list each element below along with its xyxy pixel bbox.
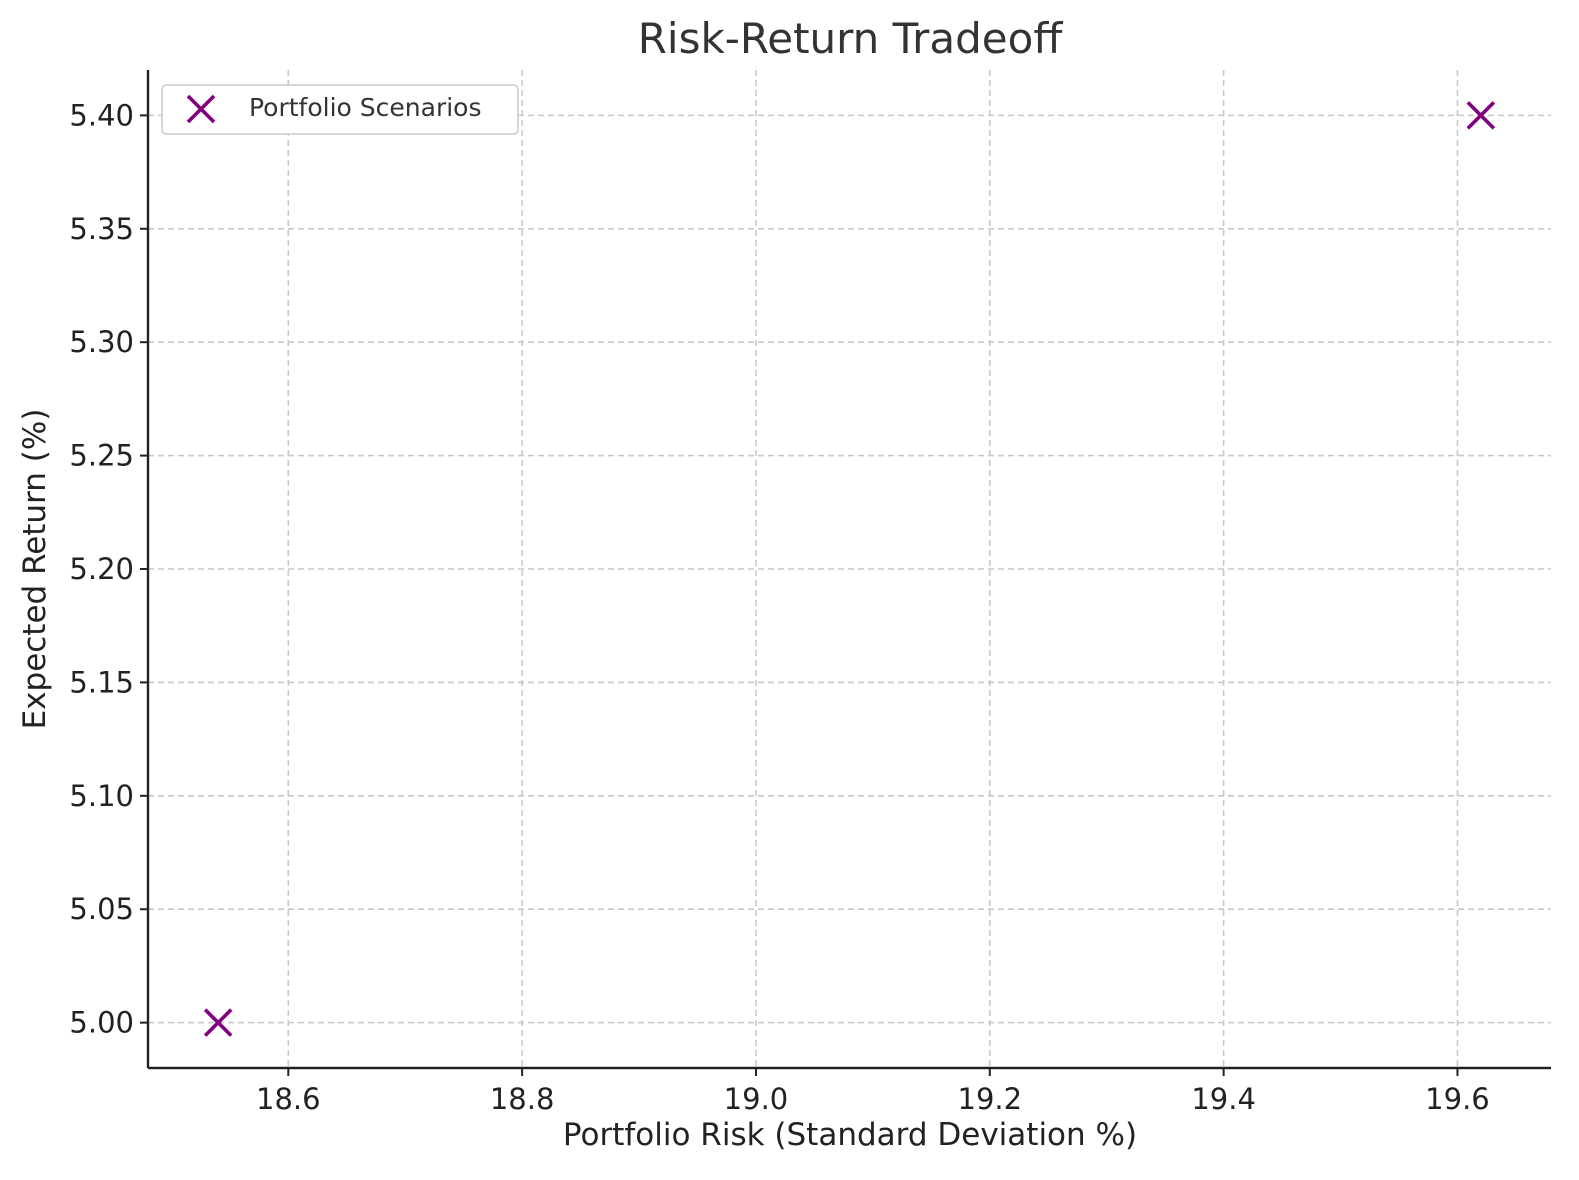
scatter-point <box>203 1008 233 1037</box>
y-tick-label: 5.10 <box>69 779 134 813</box>
y-tick-label: 5.40 <box>69 98 134 132</box>
legend-label-portfolio-scenarios: Portfolio Scenarios <box>249 93 482 122</box>
y-tick-label: 5.25 <box>69 439 134 473</box>
y-tick-label: 5.35 <box>69 212 134 246</box>
y-tick-label: 5.00 <box>69 1006 134 1040</box>
legend-box <box>161 84 519 135</box>
grid-lines <box>148 70 1551 1068</box>
y-tick-label: 5.15 <box>69 665 134 699</box>
x-axis-label: Portfolio Risk (Standard Deviation %) <box>563 1117 1137 1153</box>
y-tick-label: 5.30 <box>69 325 134 359</box>
x-tick-label: 18.6 <box>256 1082 321 1116</box>
legend-marker-x-icon <box>186 94 216 124</box>
y-axis-label: Expected Return (%) <box>17 409 53 730</box>
x-tick-label: 18.8 <box>490 1082 555 1116</box>
legend-x-icon <box>186 94 216 124</box>
x-axis-ticks: 18.6 18.8 19.0 19.2 19.4 19.6 <box>256 1068 1490 1116</box>
x-tick-label: 19.6 <box>1425 1082 1490 1116</box>
data-points <box>203 101 1496 1037</box>
x-tick-label: 19.2 <box>958 1082 1023 1116</box>
x-tick-label: 19.4 <box>1191 1082 1256 1116</box>
chart-title: Risk-Return Tradeoff <box>638 14 1064 63</box>
scatter-point <box>1466 101 1496 130</box>
legend: Portfolio Scenarios <box>161 84 519 135</box>
y-axis-ticks: 5.00 5.05 5.10 5.15 5.20 5.25 5.30 5.35 5.40 <box>69 98 148 1040</box>
y-tick-label: 5.20 <box>69 552 134 586</box>
y-tick-label: 5.05 <box>69 892 134 926</box>
x-tick-label: 19.0 <box>724 1082 789 1116</box>
